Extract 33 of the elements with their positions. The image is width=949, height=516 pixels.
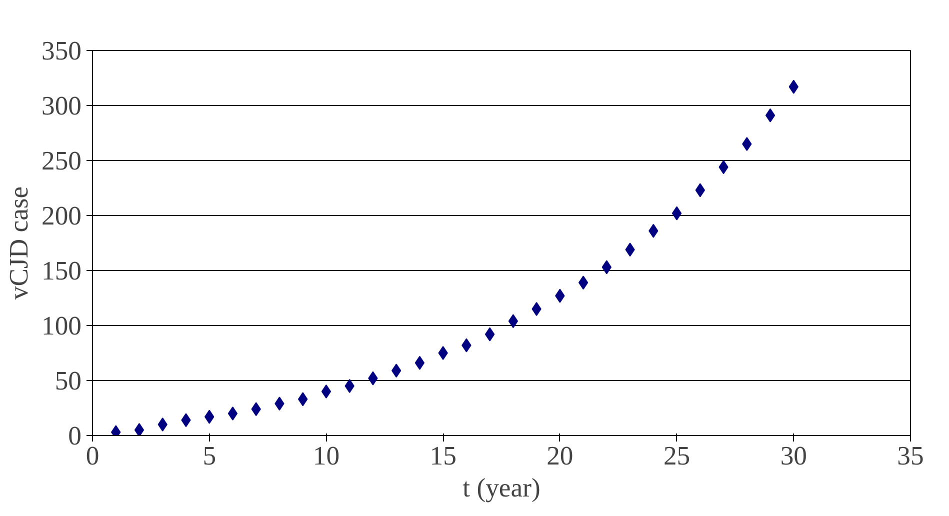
point bbox=[158, 418, 168, 432]
x-tick-label: 25 bbox=[663, 440, 690, 470]
x-tick-label: 15 bbox=[430, 440, 456, 470]
point bbox=[321, 384, 332, 398]
point bbox=[438, 346, 448, 360]
point bbox=[134, 423, 144, 436]
y-tick-label: 250 bbox=[42, 146, 82, 176]
y-tick-label: 0 bbox=[68, 420, 82, 450]
y-tick-label: 350 bbox=[42, 36, 82, 66]
x-tick-label: 20 bbox=[546, 440, 574, 470]
x-axis-title: t (year) bbox=[462, 472, 540, 502]
point bbox=[532, 302, 542, 316]
x-tick-label: 30 bbox=[780, 440, 807, 470]
point bbox=[414, 356, 425, 370]
x-tick-label: 35 bbox=[897, 440, 924, 470]
point bbox=[228, 406, 238, 420]
point bbox=[391, 364, 402, 378]
point bbox=[765, 108, 776, 122]
y-tick-label: 100 bbox=[42, 310, 82, 340]
point bbox=[602, 260, 612, 274]
point bbox=[742, 137, 752, 151]
x-tick-label: 10 bbox=[312, 440, 340, 470]
y-axis-title: vCJD case bbox=[4, 186, 34, 300]
point bbox=[484, 327, 495, 342]
y-tick-label: 300 bbox=[42, 90, 82, 120]
point bbox=[672, 206, 682, 220]
y-tick-label: 50 bbox=[54, 366, 82, 396]
y-tick-label: 200 bbox=[42, 200, 82, 230]
point bbox=[344, 379, 354, 393]
x-tick-label: 5 bbox=[202, 440, 216, 470]
point bbox=[508, 314, 518, 328]
point bbox=[578, 276, 588, 290]
y-tick-label: 150 bbox=[42, 256, 82, 286]
